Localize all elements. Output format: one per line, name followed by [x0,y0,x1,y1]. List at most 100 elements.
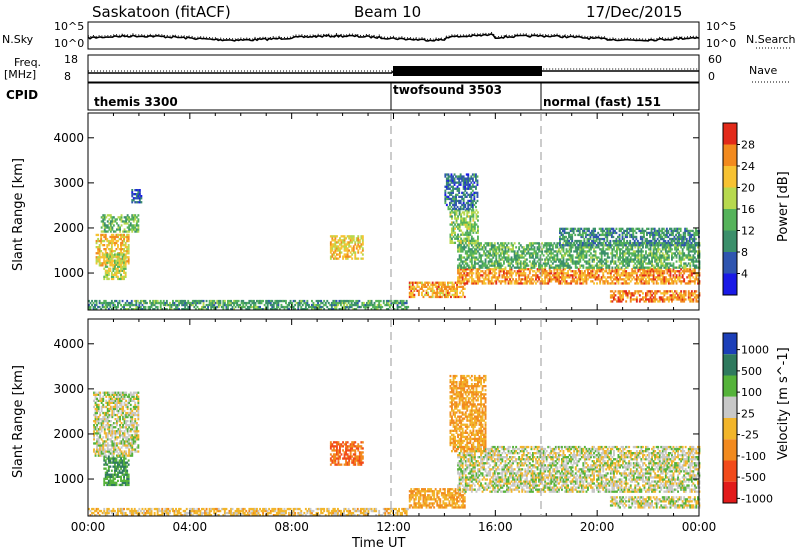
echo-cell [445,291,448,294]
echo-cell [645,258,647,261]
echo-cell [123,248,125,251]
echo-cell [631,252,634,255]
echo-cell [346,299,348,303]
echo-cell [342,257,344,260]
echo-cell [106,226,109,229]
echo-cell [634,254,637,257]
echo-cell [98,252,101,255]
echo-cell [622,260,624,263]
echo-cell [351,241,354,244]
echo-cell [666,292,669,295]
echo-cell [562,248,565,251]
echo-cell [667,246,670,249]
echo-cell [583,250,586,253]
echo-cell [230,299,232,303]
echo-cell [587,266,589,269]
echo-cell [595,235,598,239]
echo-cell [548,244,551,247]
echo-cell [407,305,410,309]
echo-cell [125,220,128,223]
echo-cell [109,248,112,251]
echo-cell [109,303,112,307]
echo-cell [449,233,452,236]
echo-cell [454,231,456,234]
echo-cell [592,239,595,243]
echo-cell [548,258,551,261]
echo-cell [521,278,524,281]
echo-cell [134,218,137,221]
echo-cell [337,249,340,252]
echo-cell [103,267,106,270]
echo-cell [464,233,467,236]
echo-cell [686,264,689,267]
echo-cell [458,248,461,251]
echo-cell [467,274,470,277]
echo-cell [619,274,621,277]
echo-cell [230,303,232,307]
echo-cell [609,300,612,303]
echo-cell [320,299,323,303]
echo-cell [638,268,641,271]
echo-cell [554,260,557,263]
echo-cell [198,308,200,311]
echo-cell [576,260,579,263]
echo-cell [378,303,381,307]
echo-cell [675,274,678,277]
echo-cell [97,305,100,309]
echo-cell [464,203,467,207]
echo-cell [127,301,130,305]
echo-cell [451,237,453,240]
echo-cell [507,264,510,267]
echo-cell [532,274,534,277]
echo-cell [629,272,632,275]
echo-cell [648,276,650,279]
echo-cell [253,308,255,311]
echo-cell [303,299,306,303]
echo-cell [120,267,122,270]
echo-cell [538,278,540,281]
echo-cell [687,274,690,277]
echo-cell [663,264,666,267]
echo-cell [486,250,489,253]
echo-cell [466,258,469,261]
echo-cell [187,301,190,305]
echo-cell [470,177,473,180]
echo-cell [603,254,606,257]
echo-cell [675,237,677,241]
echo-cell [104,235,107,239]
echo-cell [559,250,562,253]
echo-cell [629,239,632,243]
echo-cell [337,253,340,256]
echo-cell [317,303,319,307]
echo-cell [100,220,103,223]
echo-cell [109,222,112,225]
echo-cell [120,244,122,247]
noise-search-label: N.Search [746,33,796,46]
echo-cell [602,272,605,275]
echo-cell [470,248,473,251]
echo-cell [504,242,507,245]
echo-cell [271,305,274,309]
echo-cell [129,218,132,221]
echo-cell [473,260,476,263]
echo-cell [348,245,351,248]
echo-cell [538,264,540,267]
echo-cell [318,303,321,307]
echo-cell [427,283,429,286]
echo-cell [620,229,622,233]
echo-cell [660,268,663,271]
echo-cell [372,305,374,309]
echo-cell [568,248,571,251]
echo-cell [103,277,106,281]
echo-cell [684,235,687,239]
echo-cell [124,273,127,276]
echo-cell [683,298,686,301]
echo-cell [483,252,485,255]
echo-cell [289,299,292,303]
echo-cell [541,250,544,253]
echo-cell [652,278,655,281]
echo-cell [640,244,643,247]
echo-cell [642,254,644,257]
echo-cell [464,177,467,180]
echo-cell [117,267,119,270]
